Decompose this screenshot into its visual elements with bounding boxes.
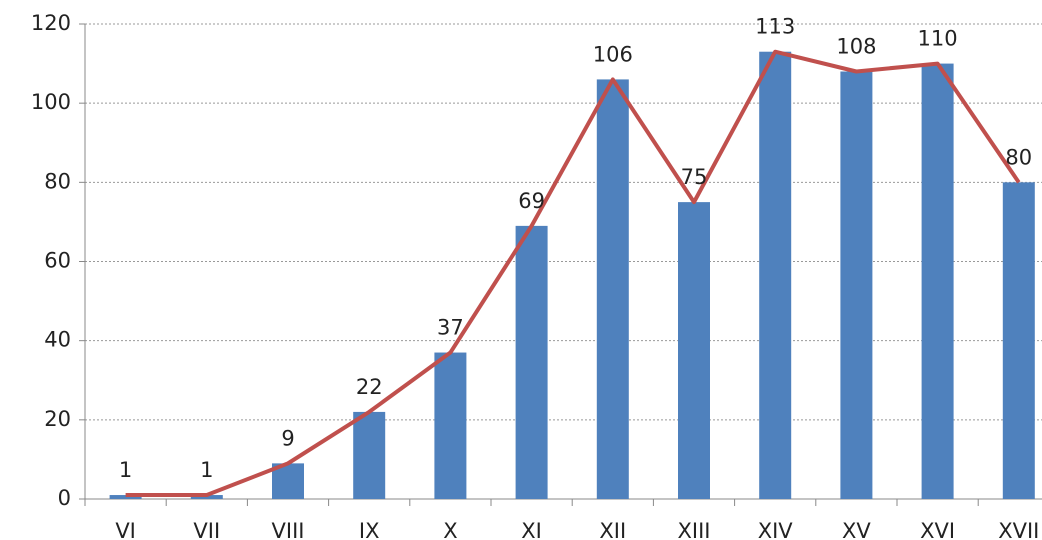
data-label: 106 [593,42,633,66]
x-tick-label: IX [359,519,380,540]
line [125,49,1021,498]
x-tick-label: XVII [998,519,1039,540]
data-label: 22 [356,375,383,399]
x-tick-label: VI [115,519,136,540]
x-tick-label: VII [193,519,220,540]
y-tick-label: 40 [44,328,71,352]
bar [759,51,792,499]
x-tick-label: XV [842,519,871,540]
bar [840,71,873,499]
data-label: 1 [119,458,132,482]
x-tick-label: VIII [272,519,305,540]
x-tick-label: XIII [678,519,711,540]
data-label: 113 [755,15,795,39]
data-label: 69 [518,189,545,213]
y-tick-label: 120 [31,11,71,35]
bar [921,63,954,499]
x-tick-label: X [443,519,457,540]
data-label: 80 [1005,145,1032,169]
data-label: 1 [200,458,213,482]
data-label: 75 [681,165,708,189]
y-tick-label: 20 [44,407,71,431]
x-tick-label: XIV [758,519,794,540]
bar [434,352,467,499]
y-tick-label: 100 [31,90,71,114]
data-label: 110 [918,27,958,51]
bar [1002,182,1035,500]
y-tick-label: 80 [44,169,71,193]
bar [353,411,386,499]
bar [596,79,629,500]
data-label: 37 [437,316,464,340]
x-tick-label: XVI [920,519,955,540]
y-tick-label: 0 [58,486,71,510]
data-label: 108 [836,35,876,59]
x-tick-label: XII [599,519,626,540]
bar [515,225,548,499]
x-tick-label: XI [521,519,542,540]
bar [678,202,710,499]
data-label: 9 [281,426,294,450]
y-tick-label: 60 [44,249,71,273]
